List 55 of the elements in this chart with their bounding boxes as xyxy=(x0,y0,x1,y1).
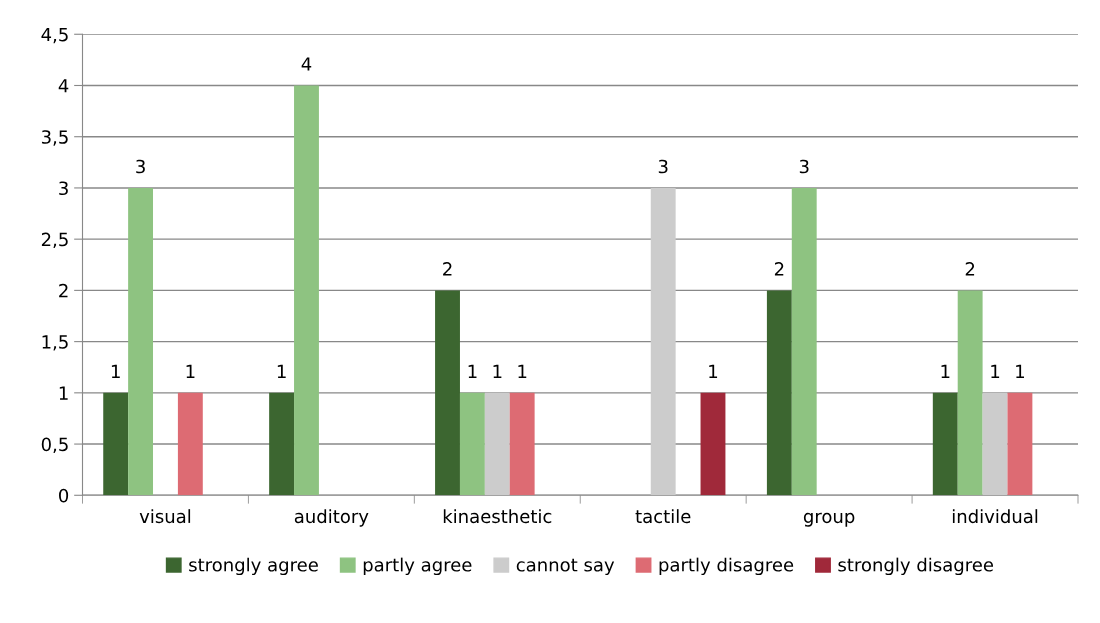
bar xyxy=(269,392,295,496)
data-label: 1 xyxy=(111,364,120,378)
y-tick-label: 3,5 xyxy=(41,130,68,146)
bar xyxy=(1007,392,1033,496)
bar xyxy=(982,392,1008,496)
data-label: 1 xyxy=(493,364,502,378)
data-label: 1 xyxy=(991,364,1000,378)
bar xyxy=(103,392,129,496)
bar xyxy=(294,85,319,496)
x-tick-label: group xyxy=(803,512,855,527)
x-tick-label: kinaesthetic xyxy=(443,509,552,524)
data-label: 1 xyxy=(277,364,286,378)
y-tick-label: 0,5 xyxy=(41,437,68,454)
bar xyxy=(459,392,485,496)
data-label: 3 xyxy=(799,159,809,174)
data-label: 2 xyxy=(774,262,784,276)
x-tick-label: individual xyxy=(952,509,1038,524)
bar xyxy=(766,290,792,496)
bar xyxy=(700,392,726,496)
x-tick-label: tactile xyxy=(635,509,691,524)
bar xyxy=(435,290,460,496)
data-label: 1 xyxy=(709,364,718,378)
y-tick-label: 1 xyxy=(59,386,68,400)
data-label: 2 xyxy=(965,262,975,276)
data-label: 2 xyxy=(443,262,452,276)
y-tick-label: 2,5 xyxy=(41,232,68,249)
bar xyxy=(509,392,535,496)
y-tick-label: 0 xyxy=(59,488,69,503)
y-tick-label: 3 xyxy=(59,181,68,196)
bar xyxy=(650,187,676,496)
y-tick-label: 1,5 xyxy=(42,335,68,351)
bar xyxy=(932,392,958,496)
data-label: 1 xyxy=(518,364,527,378)
y-tick-label: 4 xyxy=(58,79,69,93)
data-label: 3 xyxy=(136,159,145,174)
x-tick-label: auditory xyxy=(294,509,369,527)
data-label: 1 xyxy=(941,364,950,378)
y-tick-label: 4,5 xyxy=(41,27,68,44)
x-tick-label: visual xyxy=(139,509,191,524)
data-label: 4 xyxy=(301,57,312,71)
legend-label: strongly disagree xyxy=(838,557,994,576)
data-label: 1 xyxy=(1016,364,1025,378)
data-label: 1 xyxy=(468,364,477,378)
bar xyxy=(177,392,203,496)
legend-label: partly agree xyxy=(363,557,472,576)
legend-label: strongly agree xyxy=(189,557,318,576)
data-label: 3 xyxy=(658,159,668,174)
bar xyxy=(957,290,983,496)
legend-label: cannot say xyxy=(516,558,615,576)
data-label: 1 xyxy=(186,364,195,378)
y-tick-label: 2 xyxy=(59,283,68,298)
bar xyxy=(128,187,154,496)
bar xyxy=(791,187,817,496)
legend-label: partly disagree xyxy=(659,557,794,576)
bar xyxy=(484,392,510,496)
